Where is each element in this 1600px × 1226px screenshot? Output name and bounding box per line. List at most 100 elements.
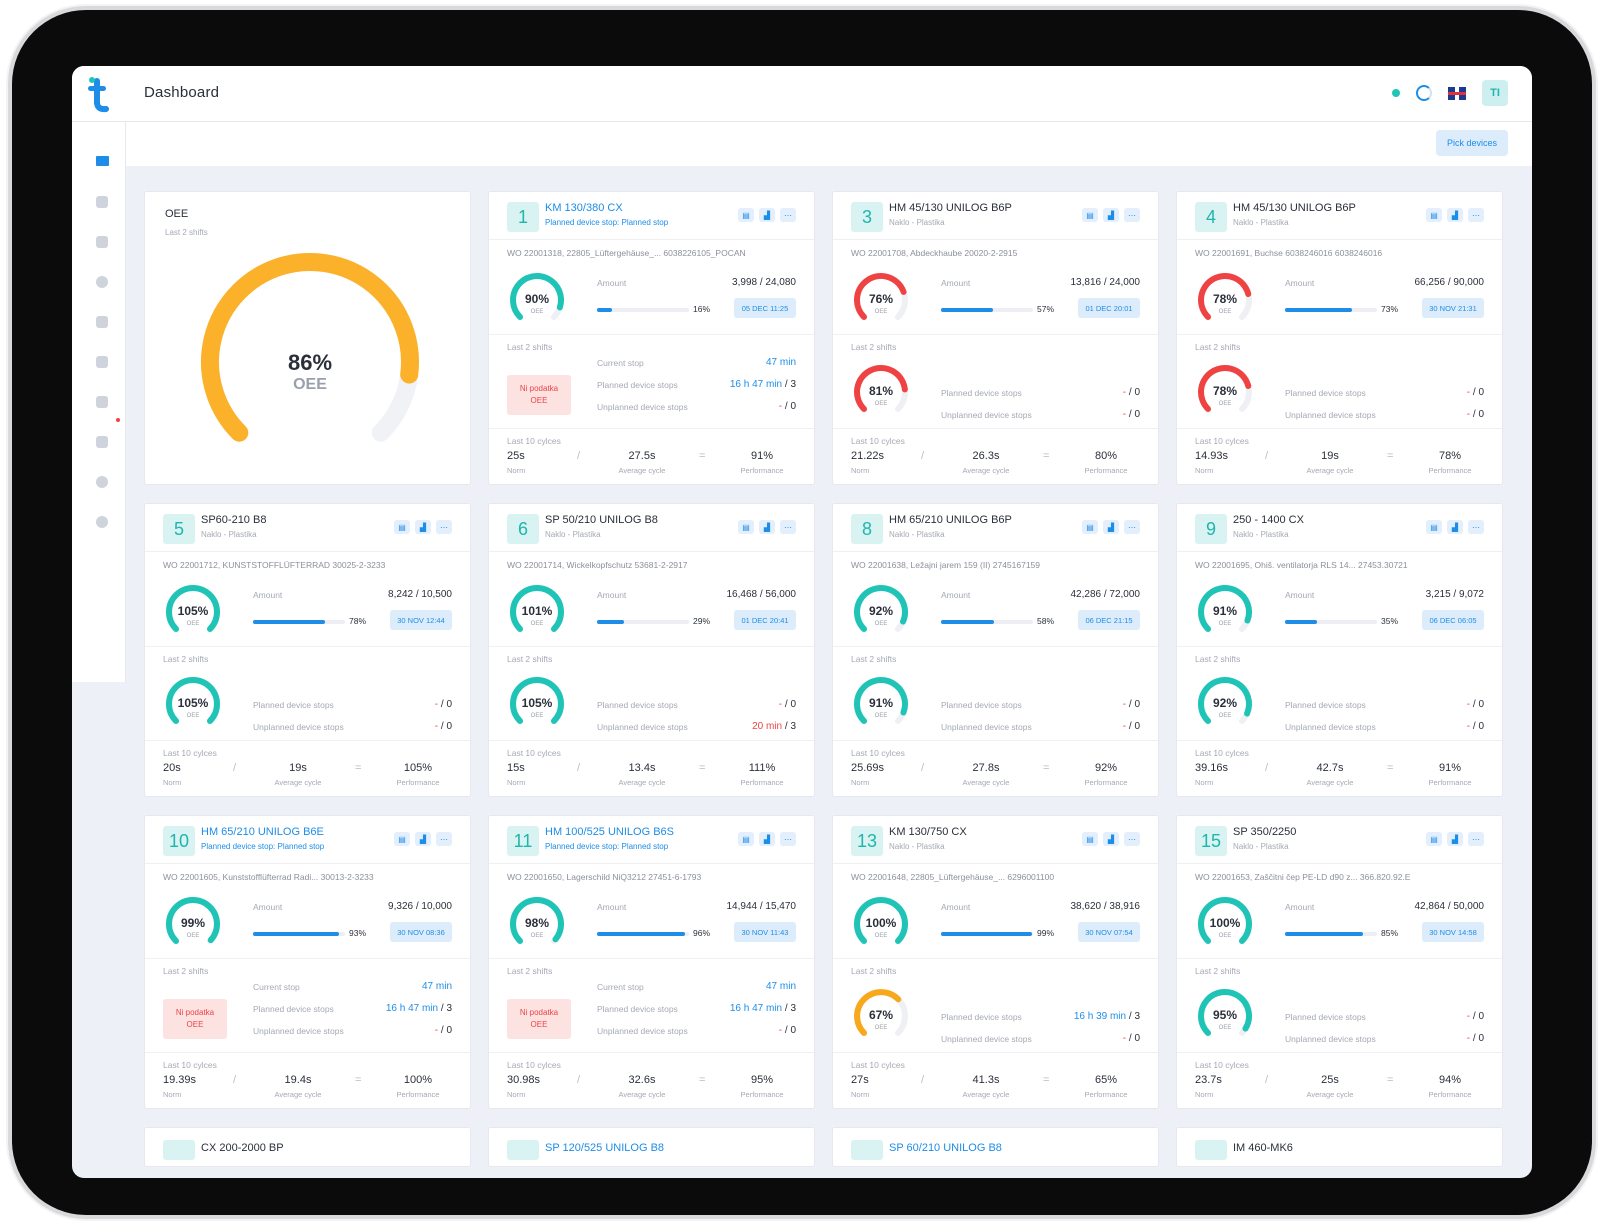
device-number[interactable]: 1 bbox=[507, 202, 539, 232]
device-name[interactable]: HM 65/210 UNILOG B6E bbox=[201, 826, 324, 838]
due-date-badge[interactable]: 30 NOV 11:43 bbox=[734, 922, 796, 942]
due-date-badge[interactable]: 01 DEC 20:41 bbox=[734, 610, 796, 630]
settings-icon[interactable] bbox=[96, 476, 108, 488]
due-date-badge[interactable]: 30 NOV 12:44 bbox=[390, 610, 452, 630]
chart-icon[interactable]: ▟ bbox=[759, 520, 775, 534]
chart-icon[interactable]: ▟ bbox=[1447, 208, 1463, 222]
due-date-badge[interactable]: 30 NOV 21:31 bbox=[1422, 298, 1484, 318]
due-date-badge[interactable]: 30 NOV 07:54 bbox=[1078, 922, 1140, 942]
average-cycle-label: Average cycle bbox=[962, 778, 1010, 787]
amount-label: Amount bbox=[1285, 902, 1315, 912]
more-icon[interactable]: ⋯ bbox=[436, 520, 452, 534]
edit-icon[interactable]: ▤ bbox=[738, 520, 754, 534]
edit-icon[interactable]: ▤ bbox=[1082, 520, 1098, 534]
device-name[interactable]: CX 200-2000 BP bbox=[201, 1142, 284, 1154]
due-date-badge[interactable]: 06 DEC 06:05 bbox=[1422, 610, 1484, 630]
dashboard-icon[interactable] bbox=[96, 156, 109, 166]
card-actions: ▤ ▟ ⋯ bbox=[394, 832, 452, 846]
device-name[interactable]: KM 130/380 CX bbox=[545, 202, 623, 214]
edit-icon[interactable]: ▤ bbox=[1426, 208, 1442, 222]
device-name[interactable]: SP 50/210 UNILOG B8 bbox=[545, 514, 658, 526]
device-number[interactable]: 10 bbox=[163, 826, 195, 856]
device-number[interactable] bbox=[507, 1140, 539, 1160]
more-icon[interactable]: ⋯ bbox=[436, 832, 452, 846]
chart-icon[interactable]: ▟ bbox=[1447, 520, 1463, 534]
more-icon[interactable]: ⋯ bbox=[780, 832, 796, 846]
device-name[interactable]: KM 130/750 CX bbox=[889, 826, 967, 838]
checklist-icon[interactable] bbox=[96, 436, 108, 448]
due-date-badge[interactable]: 05 DEC 11:25 bbox=[734, 298, 796, 318]
unplanned-stops-time: - bbox=[1122, 1033, 1127, 1044]
app-logo[interactable] bbox=[82, 72, 118, 116]
card-header: 1 KM 130/380 CX Planned device stop: Plann… bbox=[489, 192, 814, 240]
library-icon[interactable] bbox=[96, 316, 108, 328]
avatar[interactable]: TI bbox=[1482, 80, 1508, 106]
device-number[interactable]: 6 bbox=[507, 514, 539, 544]
due-date-badge[interactable]: 30 NOV 08:36 bbox=[390, 922, 452, 942]
refresh-icon[interactable] bbox=[1416, 85, 1432, 101]
device-number[interactable]: 11 bbox=[507, 826, 539, 856]
due-date-badge[interactable]: 01 DEC 20:01 bbox=[1078, 298, 1140, 318]
more-icon[interactable]: ⋯ bbox=[1124, 520, 1140, 534]
uk-flag-icon[interactable] bbox=[1448, 86, 1466, 100]
device-number[interactable] bbox=[163, 1140, 195, 1160]
chart-icon[interactable]: ▟ bbox=[415, 832, 431, 846]
chart-icon[interactable]: ▟ bbox=[415, 520, 431, 534]
chart-icon[interactable]: ▟ bbox=[759, 832, 775, 846]
device-number[interactable] bbox=[1195, 1140, 1227, 1160]
chart-icon[interactable]: ▟ bbox=[1103, 832, 1119, 846]
device-name[interactable]: HM 45/130 UNILOG B6P bbox=[889, 202, 1012, 214]
device-name[interactable]: SP 120/525 UNILOG B8 bbox=[545, 1142, 665, 1154]
device-number[interactable]: 15 bbox=[1195, 826, 1227, 856]
edit-icon[interactable]: ▤ bbox=[738, 832, 754, 846]
edit-icon[interactable]: ▤ bbox=[394, 520, 410, 534]
chart-icon[interactable]: ▟ bbox=[1447, 832, 1463, 846]
last-shifts-label: Last 2 shifts bbox=[851, 654, 897, 664]
more-icon[interactable]: ⋯ bbox=[1468, 520, 1484, 534]
more-icon[interactable]: ⋯ bbox=[1468, 832, 1484, 846]
cancel-icon[interactable] bbox=[96, 276, 108, 288]
device-number[interactable]: 5 bbox=[163, 514, 195, 544]
no-data-text: Ni podatka bbox=[519, 384, 559, 393]
device-number[interactable] bbox=[851, 1140, 883, 1160]
device-name[interactable]: HM 45/130 UNILOG B6P bbox=[1233, 202, 1356, 214]
more-icon[interactable]: ⋯ bbox=[1468, 208, 1484, 222]
edit-icon[interactable]: ▤ bbox=[1426, 832, 1442, 846]
layers-icon[interactable] bbox=[96, 196, 108, 208]
shift-oee-gauge-value: 105% bbox=[178, 696, 209, 710]
device-number[interactable]: 9 bbox=[1195, 514, 1227, 544]
device-name[interactable]: HM 65/210 UNILOG B6P bbox=[889, 514, 1012, 526]
more-icon[interactable]: ⋯ bbox=[780, 520, 796, 534]
chart-icon[interactable]: ▟ bbox=[1103, 208, 1119, 222]
cycle-norm-value: 15s bbox=[507, 762, 525, 774]
device-name[interactable]: IM 460-MK6 bbox=[1233, 1142, 1293, 1154]
device-number[interactable]: 13 bbox=[851, 826, 883, 856]
device-oee-gauge-value: 99% bbox=[181, 916, 205, 930]
chart-icon[interactable]: ▟ bbox=[1103, 520, 1119, 534]
device-name[interactable]: SP 60/210 UNILOG B8 bbox=[889, 1142, 1002, 1154]
edit-icon[interactable]: ▤ bbox=[394, 832, 410, 846]
device-number[interactable]: 4 bbox=[1195, 202, 1227, 232]
clipboard-icon[interactable] bbox=[96, 396, 108, 408]
help-icon[interactable] bbox=[96, 516, 108, 528]
more-icon[interactable]: ⋯ bbox=[780, 208, 796, 222]
device-name[interactable]: 250 - 1400 CX bbox=[1233, 514, 1304, 526]
due-date-badge[interactable]: 30 NOV 14:58 bbox=[1422, 922, 1484, 942]
due-date-badge[interactable]: 06 DEC 21:15 bbox=[1078, 610, 1140, 630]
edit-icon[interactable]: ▤ bbox=[1082, 832, 1098, 846]
device-name[interactable]: HM 100/525 UNILOG B6S bbox=[545, 826, 675, 838]
device-number[interactable]: 8 bbox=[851, 514, 883, 544]
copy-icon[interactable] bbox=[96, 236, 108, 248]
device-name[interactable]: SP60-210 B8 bbox=[201, 514, 267, 526]
edit-icon[interactable]: ▤ bbox=[1426, 520, 1442, 534]
shift-oee-gauge-label: OEE bbox=[531, 713, 544, 719]
wrench-icon[interactable] bbox=[96, 356, 108, 368]
device-name[interactable]: SP 350/2250 bbox=[1233, 826, 1297, 838]
chart-icon[interactable]: ▟ bbox=[759, 208, 775, 222]
edit-icon[interactable]: ▤ bbox=[1082, 208, 1098, 222]
pick-devices-button[interactable]: Pick devices bbox=[1436, 130, 1508, 156]
edit-icon[interactable]: ▤ bbox=[738, 208, 754, 222]
device-number[interactable]: 3 bbox=[851, 202, 883, 232]
more-icon[interactable]: ⋯ bbox=[1124, 832, 1140, 846]
more-icon[interactable]: ⋯ bbox=[1124, 208, 1140, 222]
